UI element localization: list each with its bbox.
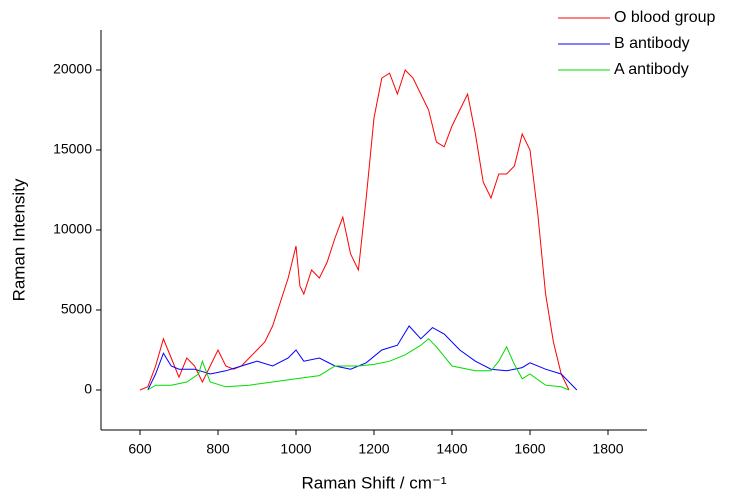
x-tick-label: 1400 [436, 441, 467, 457]
legend-label: A antibody [614, 61, 689, 78]
y-tick-label: 20000 [53, 61, 92, 77]
data-line [147, 325, 578, 391]
y-tick-label: 5000 [61, 301, 92, 317]
data-line [139, 69, 570, 391]
legend-label: O blood group [614, 9, 716, 26]
y-tick-label: 0 [84, 381, 92, 397]
x-tick-label: 1000 [280, 441, 311, 457]
data-line [147, 338, 570, 391]
y-axis-title: Raman Intensity [9, 178, 28, 301]
y-tick-label: 15000 [53, 141, 92, 157]
legend-label: B antibody [614, 35, 690, 52]
x-tick-label: 1600 [514, 441, 545, 457]
x-tick-label: 600 [128, 441, 152, 457]
x-tick-label: 1800 [592, 441, 623, 457]
x-tick-label: 1200 [358, 441, 389, 457]
x-tick-label: 800 [206, 441, 230, 457]
y-tick-label: 10000 [53, 221, 92, 237]
x-axis-title: Raman Shift / cm⁻¹ [301, 473, 446, 492]
